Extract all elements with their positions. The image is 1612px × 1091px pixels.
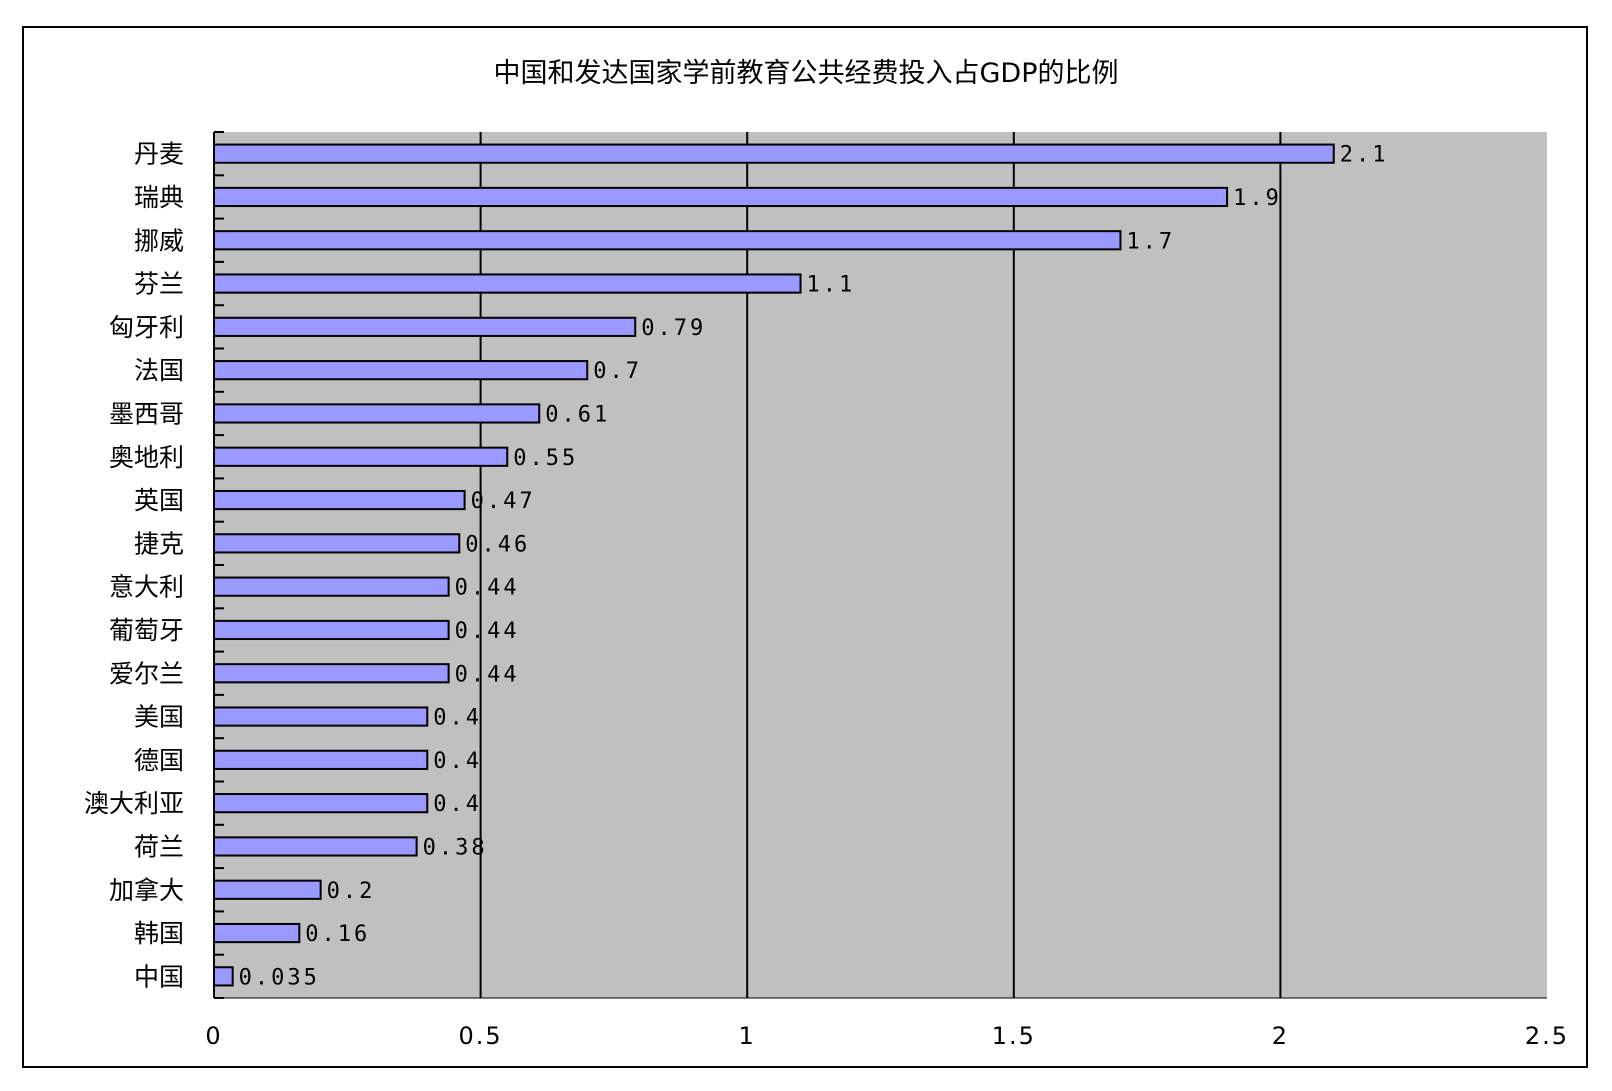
x-tick-label: 0 — [205, 1022, 222, 1050]
axes — [213, 131, 1547, 999]
bar — [213, 619, 450, 641]
bar — [213, 446, 509, 467]
category-label: 荷兰 — [134, 832, 184, 861]
x-tick-label: 2 — [1272, 1022, 1289, 1050]
data-label: 0.2 — [327, 879, 376, 904]
bar — [213, 316, 637, 337]
bar — [213, 836, 418, 857]
category-label: 英国 — [134, 486, 184, 515]
bar — [213, 533, 461, 554]
data-label: 0.79 — [641, 316, 706, 341]
data-label: 0.4 — [433, 706, 482, 731]
category-label: 芬兰 — [134, 270, 184, 299]
category-label: 丹麦 — [134, 140, 184, 169]
bar — [213, 403, 541, 424]
category-label: 澳大利亚 — [84, 789, 184, 818]
bar — [213, 273, 802, 294]
data-label: 0.38 — [423, 835, 488, 860]
category-label: 中国 — [134, 962, 184, 991]
category-label: 加拿大 — [109, 876, 184, 905]
data-label: 2.1 — [1340, 143, 1389, 168]
bar — [213, 489, 466, 511]
bar — [213, 360, 589, 381]
data-label: 0.7 — [593, 359, 642, 384]
bar — [213, 143, 1335, 164]
data-label: 0.46 — [465, 532, 530, 557]
category-label: 法国 — [134, 356, 184, 385]
bar — [213, 793, 429, 814]
bar — [213, 966, 234, 987]
category-label: 葡萄牙 — [109, 616, 184, 645]
category-label: 韩国 — [134, 919, 184, 948]
category-label: 瑞典 — [134, 183, 184, 212]
bar — [213, 922, 301, 944]
bar — [213, 879, 322, 900]
data-label: 0.44 — [455, 576, 520, 601]
x-tick-label: 0.5 — [459, 1022, 503, 1050]
data-label: 0.4 — [433, 792, 482, 817]
category-label: 爱尔兰 — [109, 659, 184, 688]
bar — [213, 706, 429, 727]
category-label: 挪威 — [134, 226, 184, 255]
category-label: 墨西哥 — [109, 399, 184, 428]
data-label: 0.4 — [433, 749, 482, 774]
plot-area — [214, 132, 1547, 998]
data-label: 0.47 — [471, 489, 536, 514]
bar — [213, 576, 450, 597]
chart-title: 中国和发达国家学前教育公共经费投入占GDP的比例 — [494, 58, 1119, 89]
data-label: 1.9 — [1233, 186, 1282, 211]
data-label: 0.61 — [545, 402, 610, 427]
data-label: 0.16 — [305, 922, 370, 947]
category-label: 奥地利 — [109, 443, 184, 472]
data-label: 0.44 — [455, 619, 520, 644]
category-label: 德国 — [134, 746, 184, 775]
data-label: 0.55 — [513, 446, 578, 471]
category-label: 美国 — [134, 703, 184, 732]
bars — [213, 143, 1335, 987]
category-label: 匈牙利 — [109, 313, 184, 342]
category-label: 意大利 — [109, 573, 184, 602]
bar — [213, 749, 429, 770]
data-label: 0.035 — [239, 965, 320, 990]
data-label: 1.1 — [807, 273, 856, 298]
x-tick-label: 1 — [739, 1022, 756, 1050]
data-label: 0.44 — [455, 662, 520, 687]
labels: 0 0.5 1 1.5 2 2.5 丹麦 2.1 瑞典 1.9 挪威 1.7 芬兰 1.1 匈牙利 0.79 法… — [84, 140, 1569, 1050]
x-tick-label: 1.5 — [992, 1022, 1036, 1050]
data-label: 1.7 — [1126, 229, 1175, 254]
bar — [213, 230, 1122, 251]
bar — [213, 663, 450, 684]
bar — [213, 186, 1229, 208]
x-tick-label: 2.5 — [1525, 1022, 1569, 1050]
category-label: 捷克 — [134, 529, 184, 558]
